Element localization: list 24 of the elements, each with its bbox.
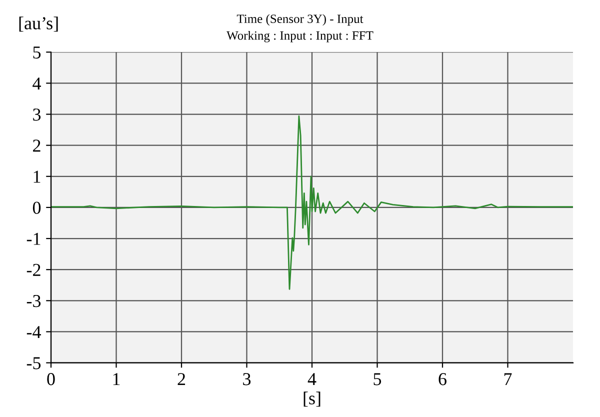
x-tick-label: 0 xyxy=(47,373,55,386)
y-tick-label: -5 xyxy=(26,357,41,370)
x-tick-label: 3 xyxy=(243,373,251,386)
chart-subtitle: Working : Input : Input : FFT xyxy=(226,30,374,42)
y-tick-label: -4 xyxy=(26,326,41,338)
x-tick-label: 7 xyxy=(504,373,512,386)
y-tick-label: -1 xyxy=(26,232,40,245)
x-tick-label: 1 xyxy=(113,373,120,386)
x-tick-label: 5 xyxy=(374,373,382,386)
line-series xyxy=(51,115,573,290)
y-tick-label: -3 xyxy=(26,294,41,308)
y-tick-label: 4 xyxy=(32,78,41,90)
y-tick-label: -2 xyxy=(26,264,40,276)
y-axis-title: [au’s] xyxy=(19,16,58,32)
x-axis-title: [s] xyxy=(304,392,320,407)
y-tick-label: 1 xyxy=(34,170,40,183)
y-tick-label: 2 xyxy=(33,140,40,152)
y-tick-label: 3 xyxy=(33,108,41,121)
y-tick-label: 0 xyxy=(32,202,41,214)
x-tick-label: 4 xyxy=(308,373,316,386)
x-tick-label: 6 xyxy=(438,373,446,386)
y-tick-label: 5 xyxy=(33,46,41,59)
x-tick-label: 2 xyxy=(178,373,186,386)
chart-title: Time (Sensor 3Y) - Input xyxy=(236,14,364,26)
